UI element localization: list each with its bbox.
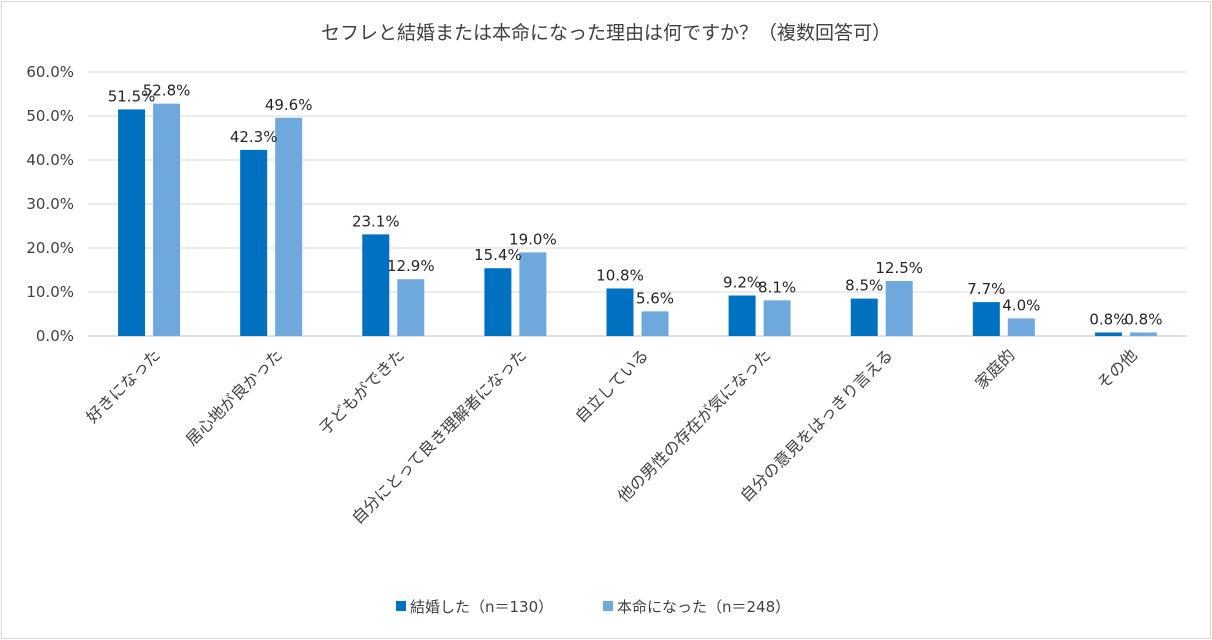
data-label: 52.8% [143,82,191,100]
bar [484,268,512,336]
x-tick-label: 家庭的 [971,345,1018,392]
data-label: 15.4% [474,246,522,264]
data-label: 5.6% [636,289,674,307]
data-label: 0.8% [1089,310,1127,328]
data-label: 42.3% [230,128,278,146]
y-tick-label: 20.0% [26,239,74,257]
y-tick-label: 50.0% [26,107,74,125]
x-tick-label: 子どもができた [315,345,408,438]
data-label: 12.9% [387,257,435,275]
data-label: 0.8% [1124,310,1162,328]
bar [763,300,791,336]
data-label: 8.5% [845,277,883,295]
bar [1129,332,1157,336]
data-label: 19.0% [509,230,557,248]
data-label: 49.6% [265,96,313,114]
y-tick-label: 40.0% [26,151,74,169]
x-tick-label: 好きになった [83,345,164,426]
y-tick-label: 10.0% [26,283,74,301]
bar [240,149,268,336]
bar [1007,318,1035,336]
legend: 結婚した（n＝130） 本命になった（n＝248） [396,598,790,616]
bar [728,295,756,336]
data-label: 8.1% [758,278,796,296]
legend-swatch [603,601,613,611]
y-tick-label: 60.0% [26,63,74,81]
bars [118,103,1157,337]
data-label: 9.2% [723,274,761,292]
y-tick-label: 30.0% [26,195,74,213]
legend-label: 結婚した（n＝130） [410,598,553,616]
data-labels: 51.5%52.8% 42.3% 49.6% 23.1% 12.9% 15.4%19.0%… [108,82,1163,329]
bar [153,103,181,337]
data-label: 23.1% [352,212,400,230]
data-label: 51.5% [108,87,156,105]
bar [118,109,146,337]
bar [275,117,303,336]
x-tick-label: 居心地が良かった [182,345,286,449]
data-label: 12.5% [875,259,923,277]
data-label: 7.7% [967,280,1005,298]
bar [397,279,425,336]
x-tick-label: その他 [1093,345,1140,392]
bar [519,252,547,336]
legend-label: 本命になった（n＝248） [617,598,790,616]
data-label: 4.0% [1002,296,1040,314]
bar [362,234,390,336]
gridlines [88,71,1187,337]
x-tick-label: 自立している [571,345,652,426]
y-tick-label: 0.0% [36,327,74,345]
legend-swatch [396,601,406,611]
bar [1094,332,1122,336]
y-axis: 0.0% 10.0% 20.0% 30.0% 40.0% 50.0% 60.0% [26,63,74,345]
bar [850,298,878,336]
chart-title: セフレと結婚または本命になった理由は何ですか？（複数回答可） [321,22,891,44]
bar [972,302,1000,336]
bar [606,288,634,336]
data-label: 10.8% [596,266,644,284]
bar [641,311,669,336]
bar [885,281,913,336]
